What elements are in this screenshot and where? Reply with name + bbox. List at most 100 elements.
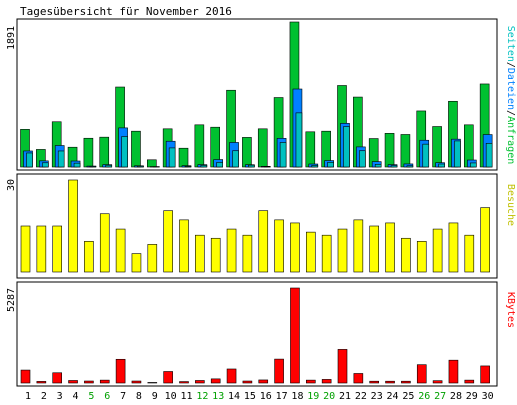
x-tick-label: 6 [104,391,110,402]
kbytes-bar [131,380,142,384]
x-tick-label: 10 [165,391,177,402]
x-tick-label: 8 [136,391,142,402]
hits-anfragen-bar [194,124,205,168]
visits-bar [337,228,348,273]
visits-bar [20,225,31,273]
hits-seiten-bar [89,165,97,168]
hits-ymax-label: 1891 [6,26,17,50]
visits-bar [36,225,47,273]
visits-bar [464,234,475,273]
visits-bar [416,241,427,273]
kbytes-bar [163,371,173,384]
kbytes-bar [84,380,94,384]
hits-seiten-bar [359,150,366,168]
x-tick-label: 19 [307,391,319,402]
chart-title: Tagesübersicht für November 2016 [20,5,232,18]
x-axis-labels: 1 2 3 4 5 6 7 8 9 10 11 12 13 14 15 16 17 18 19 20 21 22 23 24 2… [25,391,494,402]
visits-bar [179,219,189,273]
kbytes-bar [290,287,300,384]
x-tick-label: 30 [482,391,494,402]
x-tick-label: 17 [276,391,288,402]
visits-bar [242,234,253,273]
hits-legend-part: / [505,62,516,68]
kbytes-bar [258,379,269,384]
hits-seiten-bar [105,164,113,168]
visits-bar [52,225,63,273]
hits-seiten-bar [168,147,176,168]
visits-bar [290,222,300,273]
kbytes-bar [226,368,237,384]
hits-anfragen-bar [178,147,189,168]
bars-group [20,21,493,384]
hits-seiten-bar [26,152,33,168]
visits-bar [401,237,411,273]
kbytes-bar [385,380,395,384]
hits-seiten-bar [248,164,255,168]
x-tick-label: 13 [212,391,224,402]
hits-seiten-bar [200,165,208,168]
hits-legend-part: Anfragen [505,116,516,164]
hits-anfragen-bar [83,137,94,168]
kbytes-bar [432,380,443,384]
kbytes-bar [210,378,221,384]
kbytes-bar [321,379,332,384]
visits-bar [99,213,110,273]
hits-seiten-bar [438,163,445,168]
x-tick-label: 18 [291,391,303,402]
visits-bar [274,219,284,273]
hits-legend-part: Dateien [505,68,516,110]
hits-seiten-bar [216,162,223,168]
kbytes-bar [195,380,205,384]
x-tick-label: 23 [371,391,383,402]
visits-bar [147,244,158,273]
visits-bar [480,207,490,273]
hits-seiten-bar [295,112,303,168]
visits-legend: Besuche [505,184,516,226]
visits-bar [432,228,443,273]
hits-anfragen-bar [99,136,110,168]
x-tick-label: 7 [120,391,126,402]
hits-seiten-bar [343,126,350,168]
hits-legend-part: Seiten [505,26,516,62]
kbytes-bar [416,364,427,384]
visits-ymax-label: 30 [6,179,17,191]
hits-seiten-bar [73,162,81,168]
hits-anfragen-bar [432,126,442,168]
hits-anfragen-bar [257,128,268,168]
visits-bar [321,234,332,273]
x-tick-label: 2 [41,391,47,402]
x-tick-label: 15 [244,391,256,402]
kbytes-bar [242,380,253,384]
visits-panel-frame [16,173,498,279]
x-tick-label: 11 [180,391,192,402]
hits-anfragen-bar [147,159,157,168]
visits-bar [84,241,94,273]
kbytes-bar [305,379,316,384]
hits-seiten-bar [422,143,430,168]
hits-panel-frame [16,18,498,171]
kbytes-bar [274,358,284,384]
hits-seiten-bar [137,165,144,168]
kbytes-panel-frame [16,281,498,387]
visits-bar [258,210,269,273]
hits-anfragen-bar [242,137,252,168]
x-tick-label: 16 [260,391,272,402]
visits-bar [353,219,364,273]
kbytes-bar [401,380,411,384]
kbytes-bar [99,379,110,384]
visits-bar [448,222,459,273]
visits-bar [131,253,142,273]
visits-bar [68,179,78,273]
kbytes-bar [68,380,78,384]
kbytes-bar [369,380,380,384]
visits-bar [115,228,126,273]
hits-anfragen-bar [305,131,316,168]
hits-seiten-bar [121,136,128,168]
x-tick-label: 3 [57,391,63,402]
hits-seiten-bar [57,150,65,168]
hits-seiten-bar [311,165,319,168]
hits-seiten-bar [42,162,49,168]
kbytes-bar [353,373,364,384]
visits-bar [163,210,173,273]
